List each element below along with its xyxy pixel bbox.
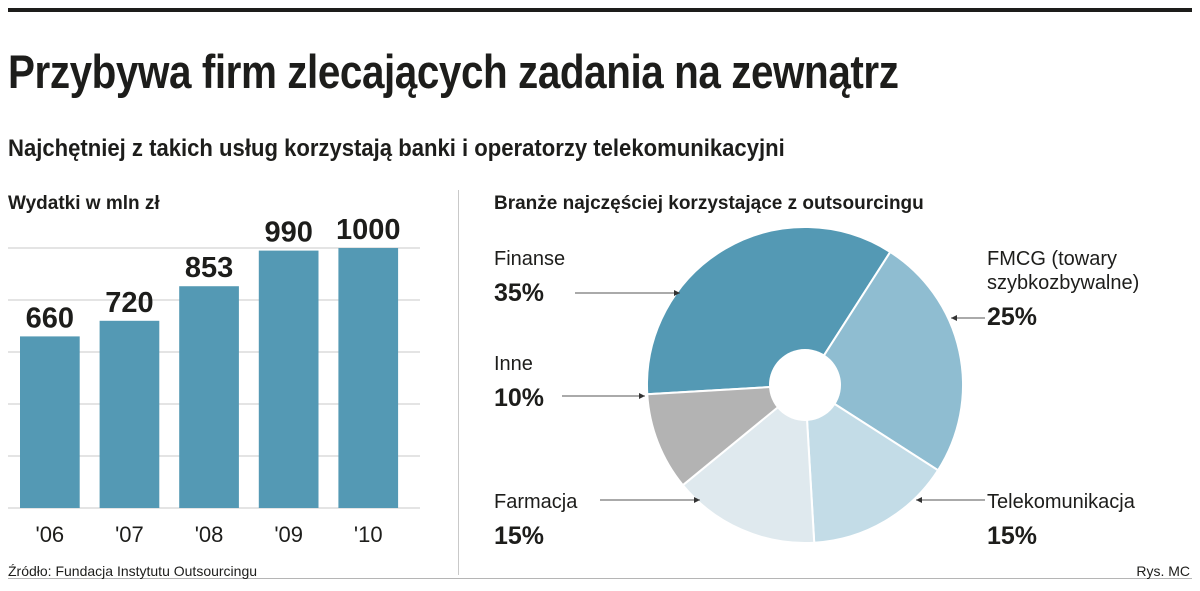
bar-value-label: 990	[264, 217, 312, 249]
bar-value-label: 853	[185, 252, 233, 284]
source-note: Źródło: Fundacja Instytutu Outsourcingu	[8, 563, 258, 579]
bar-06	[20, 336, 80, 508]
pie-slice-telekomunikacja	[803, 383, 940, 544]
page-title: Przybywa firm zlecających zadania na zew…	[8, 45, 899, 98]
pie-label-finanse: Finanse 35%	[494, 248, 680, 307]
donut-hole	[769, 349, 841, 421]
x-tick-label: '08	[195, 522, 224, 547]
pie-label-farmacja: Farmacja 15%	[494, 491, 700, 550]
pie-value-label: 10%	[494, 384, 544, 412]
bar-08	[179, 286, 239, 508]
pie-value-label: 15%	[494, 522, 544, 550]
x-tick-label: '10	[354, 522, 383, 547]
page-subtitle: Najchętniej z takich usług korzystają ba…	[8, 135, 785, 162]
pie-category-label: Inne	[494, 353, 533, 375]
top-rule	[8, 8, 1192, 12]
x-tick-label: '06	[36, 522, 65, 547]
x-tick-label: '07	[115, 522, 144, 547]
bottom-rule	[8, 578, 1192, 579]
credit-note: Rys. MC	[1136, 563, 1190, 579]
leader-arrow	[639, 393, 645, 399]
leader-arrow	[694, 497, 700, 503]
bar-chart: 660 '06 720 '07 853 '08 990 '09 1000 '10	[8, 214, 420, 547]
bar-07	[99, 320, 160, 508]
leader-arrow	[951, 315, 957, 321]
leader-arrow	[674, 290, 680, 296]
leader-arrow	[916, 497, 922, 503]
pie-category-label: szybkozbywalne)	[987, 272, 1139, 294]
pie-label-inne: Inne 10%	[494, 353, 645, 412]
bar-value-label: 1000	[336, 214, 401, 246]
pie-category-label: Telekomunikacja	[987, 491, 1136, 513]
bar-10	[338, 248, 399, 508]
pie-value-label: 25%	[987, 303, 1037, 331]
panel-divider	[458, 190, 459, 575]
pie-category-label: Farmacja	[494, 491, 578, 513]
bar-chart-title: Wydatki w mln zł	[8, 193, 160, 214]
pie-value-label: 35%	[494, 279, 544, 307]
pie-category-label: Finanse	[494, 248, 565, 270]
pie-category-label: FMCG (towary	[987, 248, 1117, 270]
pie-slice-fmcg	[803, 250, 964, 472]
bar-value-label: 660	[26, 302, 74, 334]
pie-slice-inne	[646, 383, 809, 487]
bar-value-label: 720	[105, 287, 153, 319]
pie-chart-title: Branże najczęściej korzystające z outsou…	[494, 193, 924, 214]
pie-slice-farmacja	[681, 382, 816, 544]
pie-label-telekomunikacja: Telekomunikacja 15%	[916, 491, 1136, 550]
bar-09	[258, 250, 319, 508]
pie-value-label: 15%	[987, 522, 1037, 550]
pie-slice-finanse	[646, 226, 892, 396]
x-tick-label: '09	[274, 522, 303, 547]
